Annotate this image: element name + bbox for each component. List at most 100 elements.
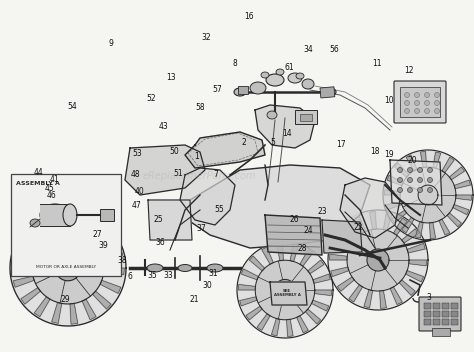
Ellipse shape — [207, 264, 223, 272]
Ellipse shape — [418, 177, 422, 182]
Polygon shape — [238, 284, 255, 290]
Bar — [451, 311, 458, 317]
Polygon shape — [274, 279, 296, 301]
Text: MOTOR OR AXLE ASSEMBLY: MOTOR OR AXLE ASSEMBLY — [36, 265, 96, 269]
Polygon shape — [32, 232, 104, 304]
Polygon shape — [96, 232, 115, 249]
Ellipse shape — [408, 168, 412, 172]
Ellipse shape — [398, 177, 402, 182]
Text: 3: 3 — [427, 293, 431, 302]
Bar — [442, 303, 449, 309]
Polygon shape — [55, 255, 81, 281]
Text: 36: 36 — [155, 238, 165, 247]
Bar — [451, 319, 458, 325]
Text: 51: 51 — [173, 169, 182, 178]
Bar — [424, 319, 431, 325]
Text: 25: 25 — [154, 215, 164, 225]
Text: 48: 48 — [130, 170, 140, 179]
Ellipse shape — [324, 88, 336, 96]
Text: 30: 30 — [203, 281, 212, 290]
Polygon shape — [92, 291, 111, 309]
Polygon shape — [337, 277, 354, 291]
Polygon shape — [402, 229, 419, 243]
Ellipse shape — [267, 111, 277, 119]
Ellipse shape — [435, 108, 439, 113]
Ellipse shape — [428, 188, 432, 193]
Bar — [424, 303, 431, 309]
Bar — [238, 86, 248, 94]
Polygon shape — [393, 218, 407, 235]
Polygon shape — [418, 185, 438, 205]
Polygon shape — [329, 254, 347, 260]
Polygon shape — [148, 200, 192, 240]
Polygon shape — [58, 212, 66, 233]
Polygon shape — [420, 151, 427, 168]
Ellipse shape — [404, 101, 410, 106]
Text: 58: 58 — [195, 103, 205, 112]
Text: 32: 32 — [201, 33, 211, 42]
Polygon shape — [25, 227, 44, 245]
Bar — [433, 303, 440, 309]
Polygon shape — [364, 290, 373, 308]
Polygon shape — [249, 256, 264, 271]
Polygon shape — [449, 167, 465, 180]
Ellipse shape — [296, 73, 304, 79]
Polygon shape — [287, 319, 293, 337]
Text: 12: 12 — [404, 66, 413, 75]
Text: 5: 5 — [270, 138, 275, 147]
Ellipse shape — [30, 219, 40, 227]
Text: 44: 44 — [34, 168, 44, 177]
Bar — [442, 311, 449, 317]
Text: 24: 24 — [303, 226, 313, 235]
Polygon shape — [367, 249, 389, 271]
Text: 52: 52 — [146, 94, 155, 103]
Ellipse shape — [435, 93, 439, 98]
Text: 56: 56 — [329, 45, 339, 54]
Polygon shape — [262, 247, 273, 264]
Ellipse shape — [435, 101, 439, 106]
Text: 13: 13 — [166, 73, 175, 82]
Polygon shape — [442, 157, 454, 173]
Polygon shape — [104, 268, 124, 275]
Polygon shape — [354, 215, 366, 233]
Polygon shape — [392, 210, 407, 223]
Ellipse shape — [428, 177, 432, 182]
Ellipse shape — [425, 101, 429, 106]
Polygon shape — [297, 316, 308, 333]
Polygon shape — [305, 309, 321, 324]
Ellipse shape — [404, 108, 410, 113]
Polygon shape — [12, 261, 32, 268]
Polygon shape — [180, 168, 235, 225]
Polygon shape — [409, 260, 427, 266]
Polygon shape — [315, 290, 331, 296]
Ellipse shape — [414, 93, 419, 98]
Bar — [433, 319, 440, 325]
Bar — [100, 209, 114, 221]
Ellipse shape — [408, 177, 412, 182]
Bar — [320, 87, 335, 98]
Polygon shape — [380, 290, 386, 308]
Text: 46: 46 — [46, 191, 56, 200]
Bar — [40, 204, 70, 226]
Ellipse shape — [414, 101, 419, 106]
Text: 20: 20 — [408, 156, 417, 165]
Ellipse shape — [302, 79, 314, 89]
Polygon shape — [246, 306, 262, 320]
Polygon shape — [415, 222, 423, 238]
Polygon shape — [185, 132, 265, 168]
Polygon shape — [21, 288, 40, 304]
Text: 18: 18 — [370, 147, 379, 156]
Ellipse shape — [418, 188, 422, 193]
Text: 31: 31 — [209, 269, 218, 278]
Polygon shape — [270, 282, 307, 305]
Bar — [451, 303, 458, 309]
Ellipse shape — [398, 188, 402, 193]
Polygon shape — [439, 219, 450, 235]
Polygon shape — [241, 269, 258, 280]
Polygon shape — [322, 220, 362, 253]
Text: 17: 17 — [337, 140, 346, 149]
Text: 33: 33 — [164, 271, 173, 280]
Polygon shape — [70, 303, 78, 324]
Polygon shape — [313, 274, 330, 283]
Text: 6: 6 — [128, 272, 133, 281]
